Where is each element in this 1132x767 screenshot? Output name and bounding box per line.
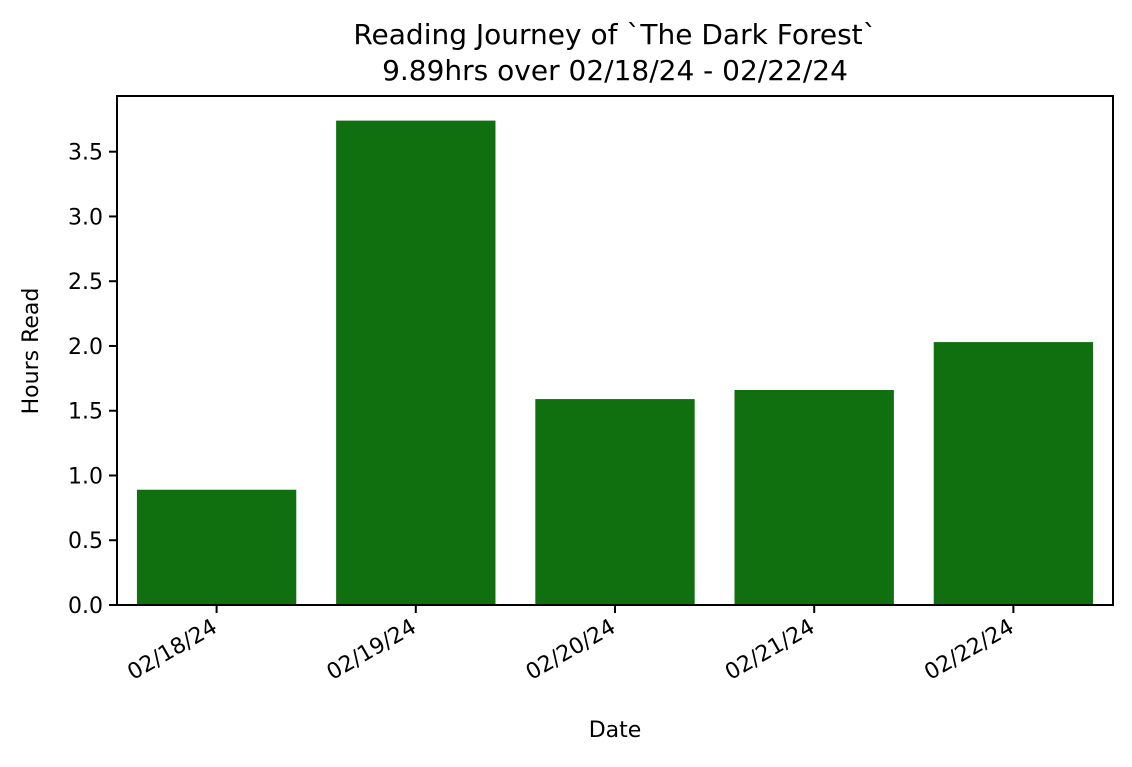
y-tick-label: 2.0 [68,335,103,360]
y-tick-label: 3.5 [68,141,103,166]
y-tick-label: 1.0 [68,464,103,489]
x-tick-label: 02/19/24 [323,615,421,686]
bar-02-21-24 [734,390,894,605]
y-tick-label: 0.5 [68,529,103,554]
chart-subtitle: 9.89hrs over 02/18/24 - 02/22/24 [382,54,848,87]
x-tick-label: 02/21/24 [721,615,819,686]
y-axis: 0.0 0.5 1.0 1.5 2.0 2.5 3.0 3.5 [68,141,117,619]
x-tick-label: 02/18/24 [124,615,222,686]
y-axis-label: Hours Read [19,288,44,415]
bar-02-22-24 [933,342,1094,605]
bar-02-20-24 [535,399,695,605]
x-tick-label: 02/20/24 [522,615,620,686]
bar-02-18-24 [136,489,297,605]
bars-layer [136,120,1094,606]
y-tick-label: 3.0 [68,205,103,230]
x-axis-label: Date [589,718,642,743]
y-tick-label: 1.5 [68,400,103,425]
chart-title: Reading Journey of `The Dark Forest` [353,18,876,51]
x-tick-label: 02/22/24 [920,615,1018,686]
bar-02-19-24 [336,120,496,606]
y-tick-label: 0.0 [68,594,103,619]
y-tick-label: 2.5 [68,270,103,295]
x-axis: 02/18/24 02/19/24 02/20/24 02/21/24 02/22/24 [124,605,1018,686]
